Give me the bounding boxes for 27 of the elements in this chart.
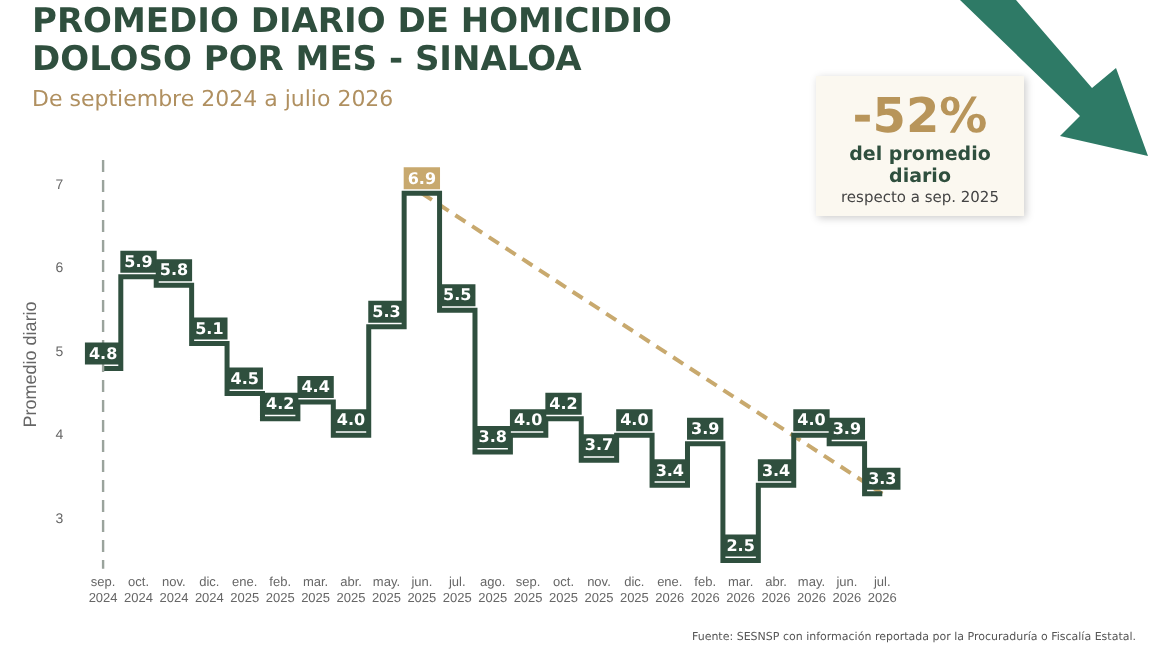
y-axis-title: Promedio diario (19, 301, 40, 428)
data-label: 5.3 (372, 303, 401, 322)
data-label: 4.0 (797, 411, 827, 430)
data-label: 4.4 (301, 378, 331, 397)
data-label: 5.5 (443, 286, 473, 305)
data-label: 4.0 (513, 411, 544, 430)
data-label: 5.9 (124, 252, 154, 271)
data-label: 3.4 (655, 461, 685, 480)
data-label: 4.0 (336, 411, 367, 430)
data-label: 3.3 (868, 469, 897, 488)
data-label: 2.5 (726, 536, 756, 555)
data-label: 3.9 (832, 419, 862, 438)
annotation: del promedio diario (847, 144, 993, 188)
data-label: 4.0 (620, 411, 650, 430)
data-label: 3.8 (478, 428, 508, 447)
chart-subtitle: De septiembre 2024 a julio 2026 (32, 86, 394, 112)
data-label: 4.8 (88, 344, 119, 363)
data-label: 3.9 (691, 419, 721, 438)
data-label: 4.2 (266, 394, 295, 413)
data-label: 4.5 (230, 369, 260, 388)
data-label: 3.4 (761, 461, 792, 480)
data-label: 5.1 (195, 319, 225, 338)
data-label: 6.9 (407, 169, 437, 188)
chart-title: PROMEDIO DIARIO DE HOMICIDIO DOLOSO POR MES - SINALOA (32, 2, 674, 80)
data-label: 5.8 (159, 261, 189, 280)
data-label: 4.2 (549, 394, 578, 413)
data-label: 3.7 (584, 436, 614, 455)
